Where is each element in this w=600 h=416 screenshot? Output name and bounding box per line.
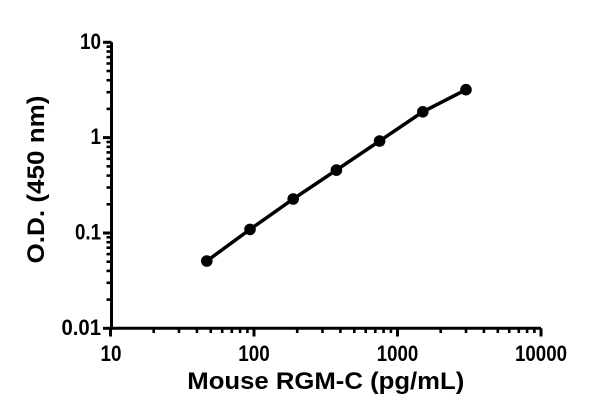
svg-text:0.1: 0.1 bbox=[75, 220, 101, 245]
svg-text:10000: 10000 bbox=[515, 341, 567, 366]
svg-text:1: 1 bbox=[91, 124, 102, 149]
svg-text:10: 10 bbox=[101, 341, 122, 366]
svg-text:100: 100 bbox=[238, 341, 270, 366]
svg-text:Mouse RGM-C (pg/mL): Mouse RGM-C (pg/mL) bbox=[187, 368, 464, 395]
svg-text:O.D. (450 nm): O.D. (450 nm) bbox=[23, 96, 50, 264]
svg-text:10: 10 bbox=[80, 29, 101, 54]
svg-text:0.01: 0.01 bbox=[62, 315, 102, 340]
svg-text:1000: 1000 bbox=[377, 341, 419, 366]
